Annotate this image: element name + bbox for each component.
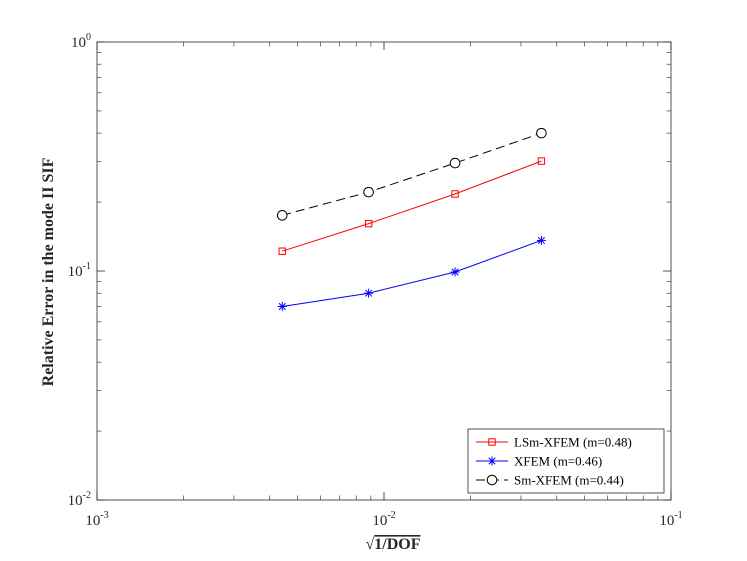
series-1 <box>277 235 546 311</box>
series-0-point <box>278 247 286 255</box>
x-tick-label: 10-1 <box>659 510 682 529</box>
y-tick-label-base: 10 <box>68 264 83 280</box>
y-tick-label-exponent: 0 <box>86 32 91 43</box>
series-0-point <box>364 219 373 228</box>
legend: LSm-XFEM (m=0.48) XFEM (m=0.46) Sm-XFEM (m… <box>467 428 665 494</box>
series-1-line <box>282 239 542 307</box>
series-0 <box>278 157 546 255</box>
series-1-point-stroke <box>451 268 459 276</box>
y-tick-label-exponent: -1 <box>83 261 91 272</box>
x-tick-label: 10-3 <box>85 510 108 529</box>
y-tick-label-base: 10 <box>68 493 83 509</box>
legend-label: LSm-XFEM (m=0.48) <box>514 435 632 450</box>
y-tick-label: 100 <box>71 32 91 51</box>
series-2-point <box>536 127 547 139</box>
x-tick-label: 10-2 <box>372 510 395 529</box>
y-axis-title: Relative Error in the mode II SIF <box>40 157 57 386</box>
y-tick-label: 10-2 <box>68 490 91 509</box>
series-1-point-stroke <box>278 302 286 311</box>
x-tick-label-exponent: -3 <box>100 510 108 521</box>
plot-background <box>97 42 671 500</box>
series-layer <box>276 127 547 311</box>
x-tick-label-base: 10 <box>372 513 387 529</box>
x-tick-label-base: 10 <box>659 513 674 529</box>
x-tick-label-exponent: -1 <box>674 510 682 521</box>
legend-marker <box>486 474 498 486</box>
series-2 <box>276 127 547 221</box>
legend-marker <box>488 438 496 446</box>
series-1-point-stroke <box>365 289 373 297</box>
legend-marker-stroke <box>488 457 496 465</box>
series-2-point <box>363 186 374 198</box>
series-0-point <box>537 157 546 165</box>
y-tick-label-base: 10 <box>71 35 86 51</box>
y-tick-label: 10-1 <box>68 261 91 280</box>
x-axis-sqrt-symbol: √ <box>366 536 375 553</box>
y-tick-label-exponent: -2 <box>83 490 91 501</box>
x-tick-label-base: 10 <box>85 513 100 529</box>
series-1-point <box>450 267 460 277</box>
plot-area <box>97 42 671 500</box>
legend-label: Sm-XFEM (m=0.44) <box>514 473 624 488</box>
series-2-line <box>282 132 542 216</box>
series-1-point-stroke <box>537 236 546 245</box>
axes <box>96 41 672 501</box>
series-1-point <box>536 235 546 245</box>
x-axis-title: √1/DOF <box>366 536 421 553</box>
x-tick-label-exponent: -2 <box>387 510 395 521</box>
series-1-point <box>364 288 374 298</box>
series-2-point <box>449 157 461 169</box>
series-0-line <box>282 160 542 252</box>
legend-marker <box>487 456 497 466</box>
series-1-point <box>277 301 287 311</box>
series-2-point <box>276 210 288 221</box>
legend-label: XFEM (m=0.46) <box>514 454 602 469</box>
series-0-point <box>451 190 459 198</box>
x-axis-radicand: 1/DOF <box>374 536 420 553</box>
